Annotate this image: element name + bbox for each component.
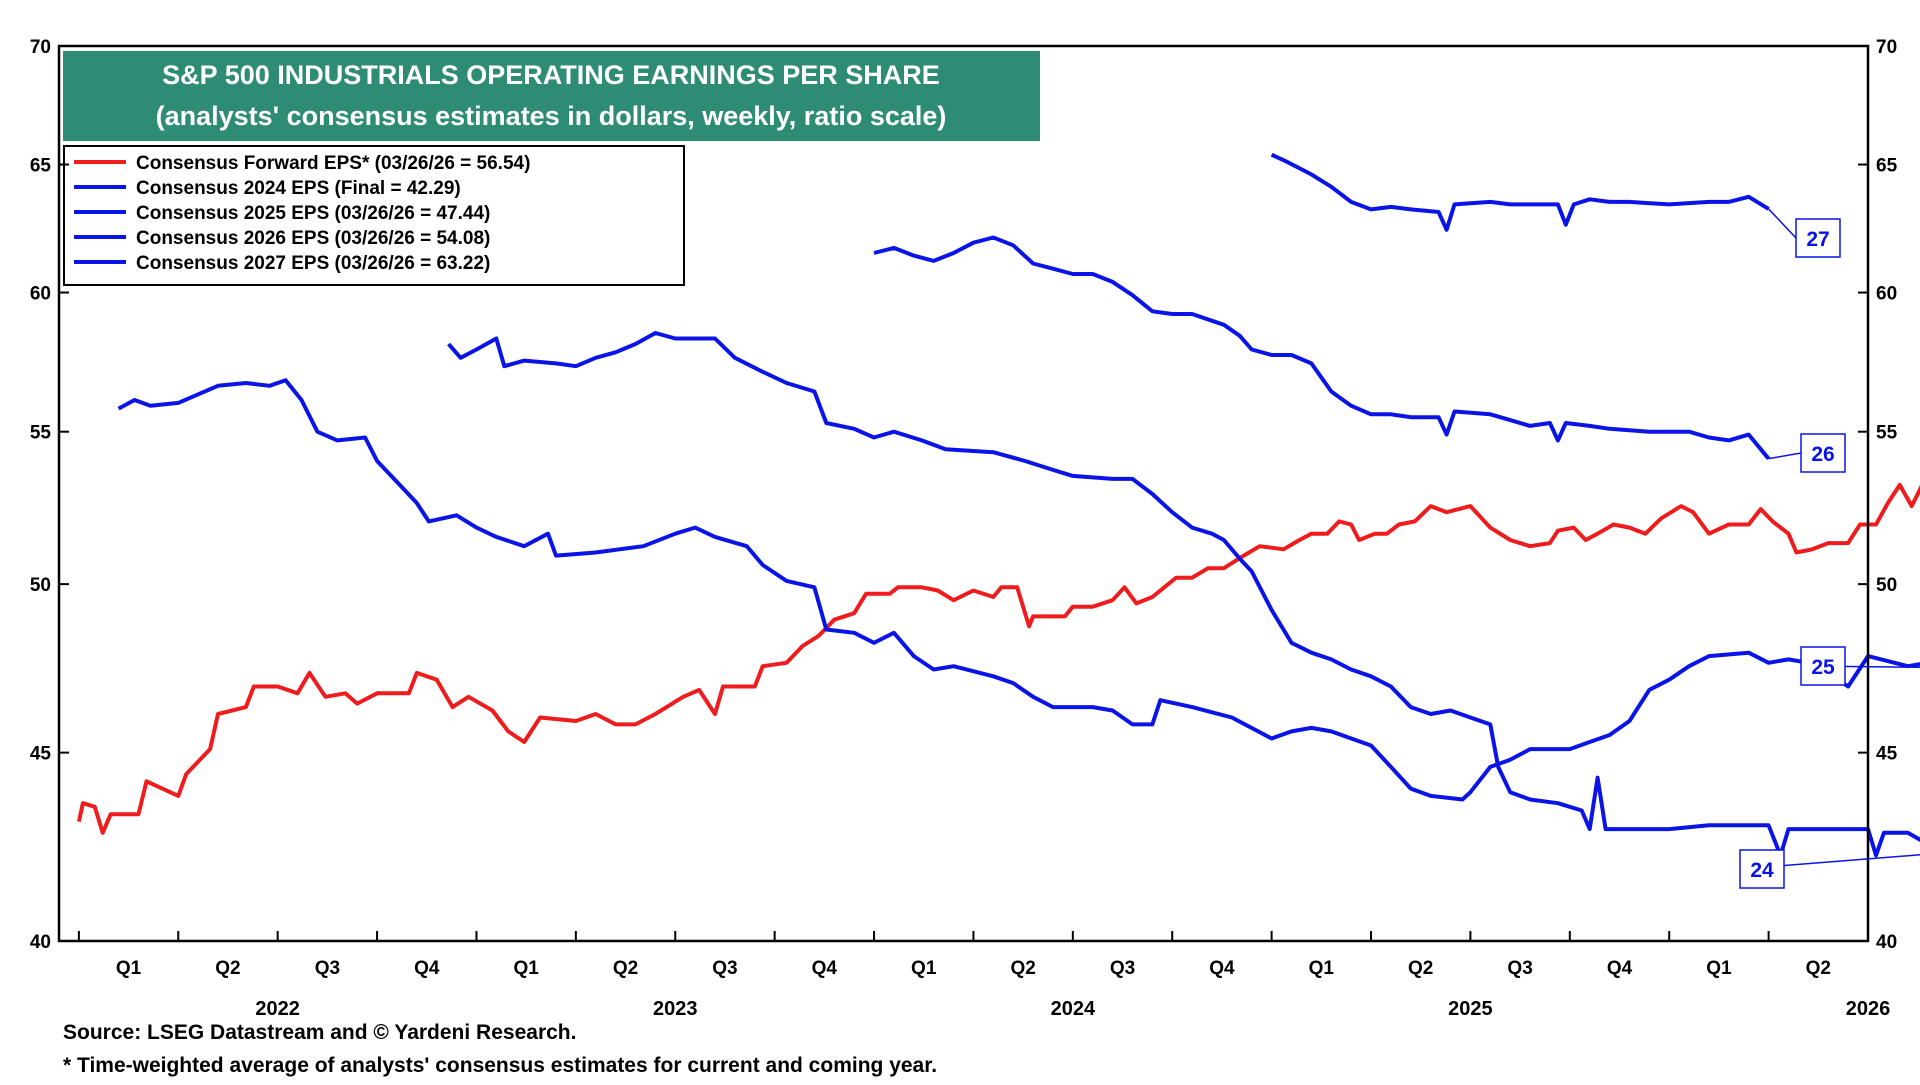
x-quarter-label: Q4 (414, 958, 440, 979)
x-quarter-label: Q3 (315, 958, 340, 979)
footnote: * Time-weighted average of analysts' con… (63, 1054, 937, 1077)
end-label-box (1795, 218, 1841, 258)
x-quarter-label: Q3 (1507, 958, 1532, 979)
x-quarter-label: Q1 (513, 958, 539, 979)
y-tick-label-right: 55 (1876, 423, 1898, 444)
y-tick-label-left: 60 (30, 284, 51, 305)
legend-entry: Consensus 2025 EPS (03/26/26 = 47.44) (136, 203, 490, 224)
series-line-4 (1270, 152, 1770, 232)
x-quarter-label: Q3 (712, 958, 737, 979)
y-tick-label-left: 55 (30, 423, 52, 444)
chart-subtitle: (analysts' consensus estimates in dollar… (156, 101, 947, 131)
plot-area (76, 152, 1920, 858)
legend-entry: Consensus 2027 EPS (03/26/26 = 63.22) (136, 253, 490, 274)
end-label-leader (1768, 208, 1797, 239)
end-label: 26 (1811, 443, 1834, 466)
x-quarter-label: Q1 (116, 958, 142, 979)
x-quarter-label: Q1 (1706, 958, 1732, 979)
x-year-label: 2024 (1051, 998, 1096, 1020)
x-quarter-label: Q2 (215, 958, 240, 979)
legend-entry: Consensus 2024 EPS (Final = 42.29) (136, 178, 461, 199)
end-labels: 24 25 26 27 (1739, 208, 1920, 889)
x-quarter-label: Q1 (1309, 958, 1335, 979)
x-year-label: 2023 (653, 998, 698, 1020)
source-note: Source: LSEG Datastream and © Yardeni Re… (63, 1021, 576, 1044)
x-quarter-label: Q3 (1110, 958, 1135, 979)
y-tick-label-left: 40 (30, 932, 51, 953)
legend-box (63, 145, 685, 286)
x-quarter-label: Q4 (1209, 958, 1235, 979)
x-quarter-label: Q2 (613, 958, 638, 979)
x-quarter-label: Q2 (1408, 958, 1433, 979)
end-label: 25 (1811, 656, 1835, 679)
legend-entry: Consensus 2026 EPS (03/26/26 = 54.08) (136, 228, 490, 249)
legend-entry: Consensus Forward EPS* (03/26/26 = 56.54… (136, 153, 530, 174)
y-tick-label-right: 70 (1876, 37, 1897, 58)
y-tick-label-left: 45 (30, 744, 52, 765)
y-tick-label-left: 65 (30, 156, 52, 177)
y-tick-label-right: 50 (1876, 575, 1897, 596)
x-quarter-label: Q4 (1607, 958, 1633, 979)
end-label: 27 (1806, 228, 1829, 251)
title-background (63, 51, 1040, 141)
x-year-label: 2026 (1846, 998, 1891, 1020)
end-label-leader (1768, 452, 1802, 460)
y-tick-label-right: 65 (1876, 156, 1898, 177)
series-line-2 (117, 378, 1920, 802)
x-quarter-label: Q2 (1010, 958, 1035, 979)
y-tick-label-right: 40 (1876, 932, 1897, 953)
y-tick-label-left: 50 (30, 575, 51, 596)
x-year-label: 2025 (1448, 998, 1493, 1020)
x-quarter-label: Q2 (1806, 958, 1831, 979)
series-line-0 (76, 482, 1920, 835)
y-tick-label-right: 45 (1876, 744, 1898, 765)
legend: Consensus Forward EPS* (03/26/26 = 56.54… (63, 145, 685, 286)
chart-title-box: S&P 500 INDUSTRIALS OPERATING EARNINGS P… (63, 51, 1040, 141)
end-label: 24 (1750, 859, 1774, 882)
series-line-1 (447, 331, 1920, 858)
series-line-3 (873, 235, 1771, 460)
chart-title: S&P 500 INDUSTRIALS OPERATING EARNINGS P… (162, 60, 940, 90)
plot-border (57, 44, 1870, 943)
y-tick-label-right: 60 (1876, 284, 1897, 305)
end-label-box (1800, 433, 1846, 473)
y-tick-label-left: 70 (30, 37, 51, 58)
end-label-box (1800, 646, 1846, 686)
end-label-box (1739, 849, 1785, 889)
x-year-label: 2022 (255, 998, 300, 1020)
x-quarter-label: Q1 (911, 958, 937, 979)
axes: 40 40 45 45 50 50 55 55 60 60 65 65 70 70 Q1 Q2 Q3 Q4 Q1 Q2… (30, 37, 1898, 1020)
x-quarter-label: Q4 (812, 958, 838, 979)
